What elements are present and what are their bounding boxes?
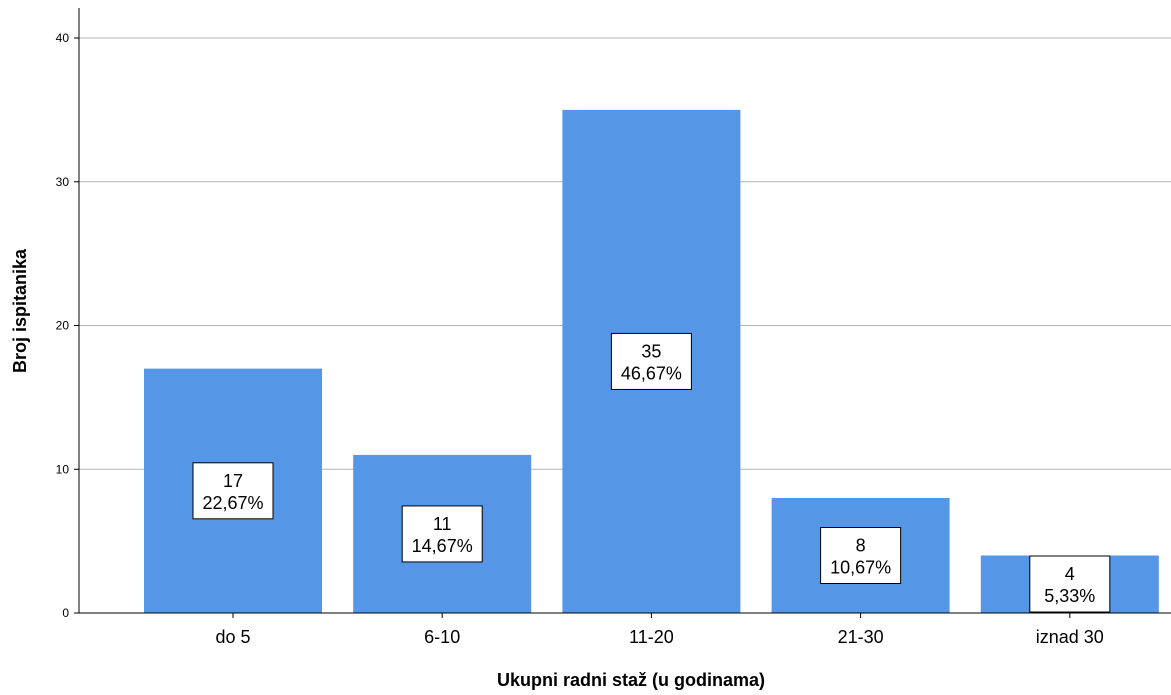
x-tick-label: 21-30 xyxy=(838,627,884,647)
data-label-count: 11 xyxy=(433,514,452,534)
x-tick-label: do 5 xyxy=(215,627,250,647)
y-tick-label: 10 xyxy=(56,462,70,476)
data-label-box xyxy=(401,505,483,563)
x-axis-title: Ukupni radni staž (u godinama) xyxy=(497,670,765,690)
data-label-box xyxy=(820,527,902,584)
axes: 0 10 20 30 40 do 5 6-10 11-20 21-30 iznad 30 xyxy=(56,8,1171,647)
data-label-count: 8 xyxy=(856,536,866,556)
x-tick-label: 6-10 xyxy=(424,627,460,647)
data-label-box xyxy=(610,332,692,390)
y-tick-label: 20 xyxy=(56,319,70,333)
x-tick-label: 11-20 xyxy=(629,627,674,647)
data-label-box xyxy=(192,462,274,520)
data-label-box xyxy=(1029,555,1111,613)
y-axis-title: Broj ispitanika xyxy=(10,248,30,373)
data-label-percent: 10,67% xyxy=(830,558,891,578)
data-label-percent: 46,67% xyxy=(621,363,682,383)
data-label-count: 35 xyxy=(641,341,661,361)
data-label: 810,67% xyxy=(820,527,902,584)
data-label-count: 17 xyxy=(223,471,243,491)
x-tick-label: iznad 30 xyxy=(1036,627,1104,647)
y-tick-label: 0 xyxy=(62,606,69,620)
data-label-percent: 14,67% xyxy=(412,536,473,556)
data-label-count: 4 xyxy=(1065,564,1075,584)
data-label: 45,33% xyxy=(1029,555,1111,613)
y-tick-label: 40 xyxy=(56,31,70,45)
y-tick-label: 30 xyxy=(56,175,70,189)
data-label-percent: 5,33% xyxy=(1044,586,1095,606)
data-label-percent: 22,67% xyxy=(202,493,263,513)
